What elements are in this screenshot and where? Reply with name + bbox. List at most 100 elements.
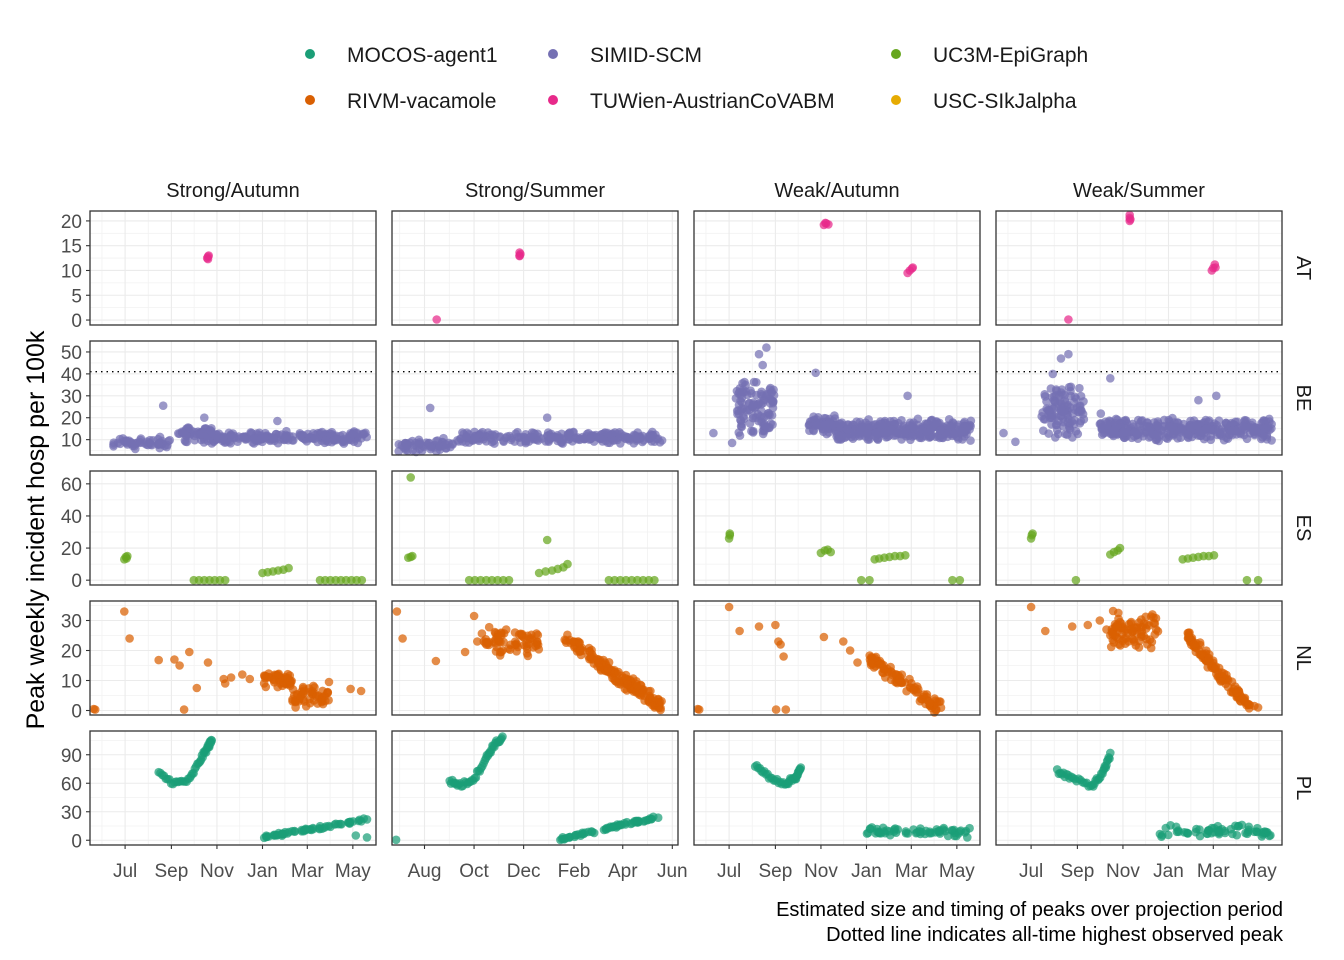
data-point [398, 634, 407, 643]
data-point [1102, 421, 1112, 430]
data-point [284, 563, 293, 573]
data-point [1056, 354, 1066, 363]
x-tick-label: Oct [459, 861, 489, 882]
row-strip-PL: PL [1292, 776, 1314, 800]
data-point [285, 676, 295, 685]
data-point [1177, 426, 1186, 435]
x-tick-label: Sep [1060, 861, 1094, 882]
panel-AT-strong-summer [391, 210, 679, 326]
data-point [911, 828, 921, 838]
data-point [1135, 421, 1144, 431]
data-point [656, 705, 665, 715]
data-point [1073, 429, 1083, 439]
data-point [650, 575, 659, 585]
data-point [1102, 625, 1111, 634]
data-point [1204, 417, 1213, 427]
data-point [1076, 391, 1086, 401]
panel-border [89, 470, 377, 586]
data-point [1067, 622, 1077, 631]
data-point [872, 827, 882, 836]
data-point [1145, 426, 1154, 436]
data-point [1011, 437, 1020, 447]
data-point [273, 416, 282, 426]
data-point [965, 425, 974, 434]
data-point [1232, 688, 1242, 697]
data-point [269, 675, 279, 685]
data-point [1182, 828, 1191, 837]
y-tick-label: 20 [61, 212, 82, 233]
data-point [219, 432, 228, 442]
data-point [1257, 434, 1266, 444]
data-point [299, 825, 309, 835]
legend-label-1: SIMID-SCM [590, 44, 702, 67]
data-point [1227, 426, 1237, 435]
data-point [245, 674, 255, 684]
data-point [736, 415, 745, 425]
data-point [747, 389, 756, 398]
data-point [1168, 413, 1177, 423]
panel-border [693, 340, 981, 456]
data-point [1044, 429, 1053, 438]
facet-strips: Strong/Autumn Strong/Summer Weak/Autumn Wea… [166, 180, 1314, 800]
panel-NL-weak-autumn [693, 600, 981, 717]
data-point [542, 413, 552, 423]
data-point [643, 815, 653, 825]
data-point [861, 418, 870, 428]
data-point [1253, 703, 1263, 712]
facet-panels: 051015201020304050020406001020300306090J… [61, 210, 1283, 882]
data-point [894, 418, 903, 428]
data-point [1113, 623, 1122, 632]
data-point [610, 676, 620, 686]
x-tick-label: Nov [1106, 861, 1140, 882]
data-point [175, 661, 184, 670]
data-point [882, 826, 891, 835]
data-point [154, 655, 163, 665]
data-point [908, 432, 917, 441]
data-point [238, 670, 247, 679]
legend-key-5 [891, 95, 901, 105]
data-point [901, 551, 910, 560]
data-point [406, 473, 416, 482]
data-point [1083, 620, 1093, 630]
data-point [296, 431, 305, 441]
data-point [879, 428, 889, 438]
data-point [526, 432, 535, 442]
data-point [603, 664, 613, 673]
data-point [925, 699, 935, 708]
data-point [1202, 829, 1211, 838]
data-point [640, 696, 649, 705]
legend-label-0: MOCOS-agent1 [347, 44, 498, 67]
data-point [725, 529, 735, 538]
data-point [623, 432, 632, 442]
data-point [1129, 623, 1139, 632]
data-point [154, 440, 163, 449]
data-point [541, 567, 550, 576]
data-point [462, 433, 471, 442]
data-point [1132, 430, 1142, 440]
data-point [559, 834, 568, 844]
data-point [1214, 828, 1224, 837]
column-strip-0: Strong/Autumn [166, 180, 299, 202]
data-point [1049, 404, 1058, 414]
y-tick-label: 20 [61, 409, 82, 430]
data-point [1126, 215, 1135, 224]
data-point [561, 636, 571, 645]
data-point [519, 640, 529, 650]
data-point [694, 705, 704, 714]
data-point [952, 831, 961, 841]
panel-border [89, 210, 377, 326]
y-tick-label: 5 [71, 286, 82, 307]
data-point [843, 425, 852, 434]
data-point [131, 444, 140, 454]
data-point [185, 647, 194, 657]
data-point [727, 438, 737, 448]
data-point [1209, 551, 1219, 560]
data-point [965, 823, 974, 833]
data-point [598, 437, 607, 446]
data-point [893, 825, 902, 834]
row-strip-NL: NL [1292, 645, 1314, 671]
data-point [609, 436, 619, 445]
data-point [1145, 635, 1155, 644]
data-point [819, 632, 829, 642]
